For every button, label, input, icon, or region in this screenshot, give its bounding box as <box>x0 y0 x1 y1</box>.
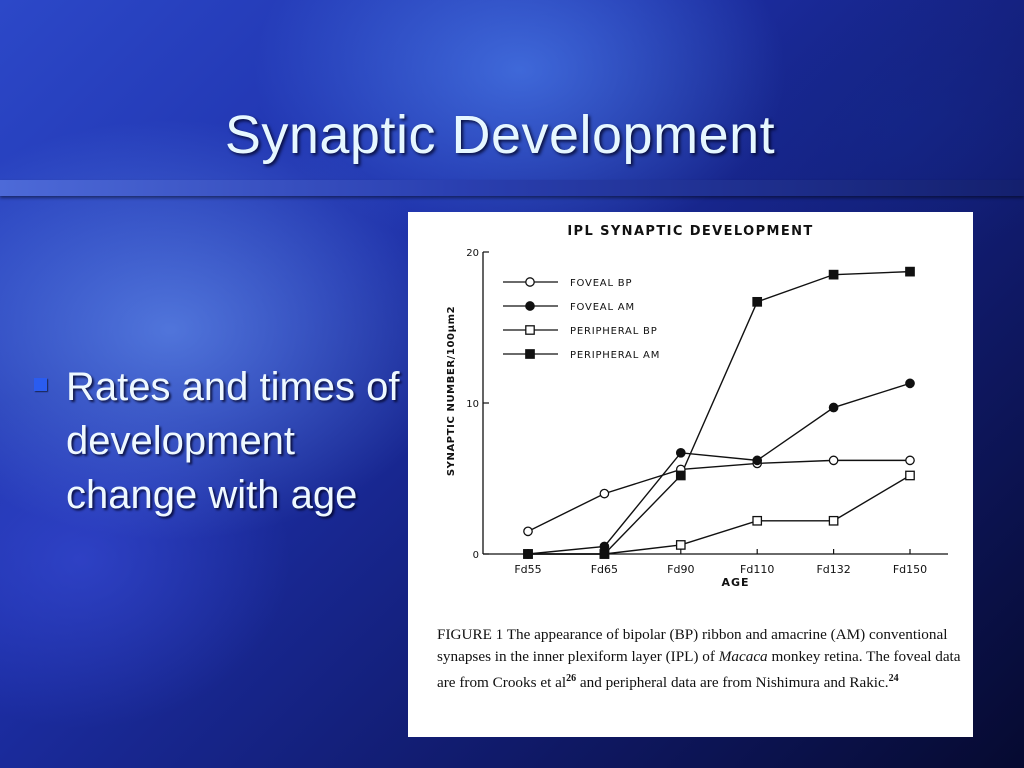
caption-ref-1: 26 <box>566 673 577 684</box>
peripheral-bp-line <box>528 474 911 555</box>
caption-italic: Macaca <box>718 648 768 665</box>
legend-marker <box>525 325 535 335</box>
foveal-am-point <box>828 402 839 413</box>
y-tick-label: 20 <box>466 248 479 259</box>
x-tick-label: Fd110 <box>740 563 774 576</box>
x-tick-label: Fd55 <box>514 563 541 576</box>
peripheral-bp-point <box>752 515 763 526</box>
peripheral-bp-point <box>905 470 915 481</box>
legend-label: FOVEAL BP <box>570 278 632 289</box>
x-tick-label: Fd132 <box>816 563 850 576</box>
foveal-bp-point <box>905 455 915 466</box>
foveal-am-line <box>527 382 911 555</box>
peripheral-am-point <box>828 269 839 280</box>
y-tick-label: 0 <box>473 550 479 561</box>
x-tick-label: Fd65 <box>591 563 618 576</box>
line-chart: 0 10 20 Fd55 Fd65 Fd90 Fd110 Fd132 Fd150 AGE SYNAP… <box>446 248 948 589</box>
peripheral-am-point <box>752 296 763 307</box>
slide-title: Synaptic Development <box>224 105 776 165</box>
legend-marker <box>525 349 535 359</box>
caption-tail: and peripheral data are from Nishimura a… <box>579 674 889 692</box>
foveal-am-point <box>675 447 686 458</box>
foveal-bp-point <box>599 488 610 499</box>
x-tick-label: Fd90 <box>667 563 694 576</box>
peripheral-am-point <box>599 549 610 559</box>
bullet-text: Rates and times of development change wi… <box>66 365 400 517</box>
legend-label: PERIPHERAL AM <box>570 350 660 361</box>
square-bullet-icon <box>34 378 47 391</box>
legend-marker <box>525 277 535 287</box>
peripheral-am-line <box>528 270 911 555</box>
peripheral-bp-point <box>828 515 839 526</box>
peripheral-bp-point <box>675 540 686 550</box>
peripheral-am-point <box>523 549 533 559</box>
legend-marker <box>525 301 535 311</box>
legend-label: PERIPHERAL BP <box>570 326 658 337</box>
caption-middle: monkey retina. The foveal data are from … <box>437 648 961 692</box>
legend-label: FOVEAL AM <box>570 302 635 313</box>
foveal-am-point <box>752 455 763 466</box>
x-tick-label: Fd150 <box>893 563 927 576</box>
y-axis-label: SYNAPTIC NUMBER/100μm2 <box>446 306 457 476</box>
peripheral-am-point <box>675 470 686 481</box>
foveal-am-point <box>905 378 915 389</box>
y-tick-label: 10 <box>466 399 479 410</box>
bullet-item: Rates and times of development change wi… <box>34 360 404 522</box>
foveal-bp-point <box>523 526 533 537</box>
foveal-bp-line <box>527 459 910 532</box>
caption-lead: FIGURE 1 The appearance of bipolar (BP) … <box>437 626 948 665</box>
figure-panel: IPL SYNAPTIC DEVELOPMENT 0 10 20 Fd55 Fd65 Fd… <box>408 212 973 737</box>
x-axis-label: AGE <box>721 576 749 589</box>
peripheral-am-point <box>905 266 915 277</box>
figure-caption: FIGURE 1 The appearance of bipolar (BP) … <box>437 624 965 694</box>
chart-title: IPL SYNAPTIC DEVELOPMENT <box>567 224 814 239</box>
title-divider <box>0 180 1024 196</box>
foveal-bp-point <box>828 455 839 466</box>
caption-ref-2: 24 <box>888 673 899 684</box>
